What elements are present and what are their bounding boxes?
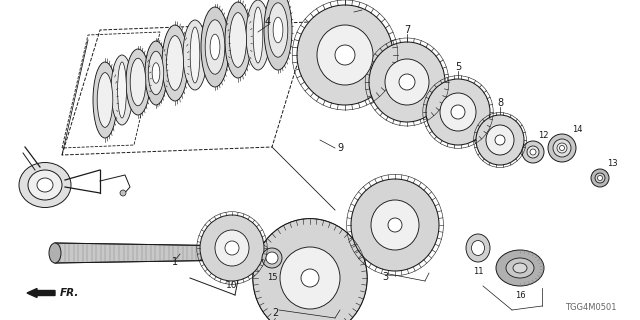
- Ellipse shape: [472, 241, 484, 255]
- Ellipse shape: [317, 25, 373, 85]
- FancyArrow shape: [27, 289, 55, 298]
- Ellipse shape: [37, 178, 53, 192]
- Ellipse shape: [253, 7, 263, 63]
- Ellipse shape: [371, 200, 419, 250]
- Ellipse shape: [335, 45, 355, 65]
- Ellipse shape: [440, 93, 476, 131]
- Ellipse shape: [553, 139, 571, 157]
- Ellipse shape: [162, 25, 188, 101]
- Circle shape: [120, 190, 126, 196]
- Ellipse shape: [522, 141, 544, 163]
- Ellipse shape: [225, 241, 239, 255]
- Text: FR.: FR.: [60, 288, 79, 298]
- Ellipse shape: [238, 246, 246, 260]
- Ellipse shape: [126, 49, 150, 115]
- Ellipse shape: [247, 248, 257, 258]
- Ellipse shape: [557, 143, 567, 153]
- Ellipse shape: [200, 215, 264, 281]
- Text: 11: 11: [473, 268, 483, 276]
- Ellipse shape: [152, 63, 160, 83]
- Text: 16: 16: [515, 292, 525, 300]
- Ellipse shape: [225, 2, 251, 78]
- Ellipse shape: [49, 243, 61, 263]
- Ellipse shape: [559, 146, 564, 150]
- Text: 4: 4: [265, 17, 271, 27]
- Ellipse shape: [301, 269, 319, 287]
- Ellipse shape: [205, 20, 225, 74]
- Ellipse shape: [273, 17, 283, 43]
- Text: 8: 8: [497, 98, 503, 108]
- Ellipse shape: [385, 59, 429, 105]
- Ellipse shape: [268, 3, 288, 57]
- Ellipse shape: [496, 250, 544, 286]
- Ellipse shape: [93, 62, 117, 138]
- Text: 10: 10: [227, 282, 237, 291]
- Ellipse shape: [210, 34, 220, 60]
- Ellipse shape: [476, 115, 524, 165]
- Ellipse shape: [262, 248, 282, 268]
- Ellipse shape: [145, 41, 167, 105]
- Text: 14: 14: [572, 125, 582, 134]
- Ellipse shape: [111, 55, 133, 125]
- Ellipse shape: [297, 5, 393, 105]
- Text: TGG4M0501: TGG4M0501: [566, 303, 617, 313]
- Ellipse shape: [369, 42, 445, 122]
- Ellipse shape: [264, 0, 292, 70]
- Ellipse shape: [591, 169, 609, 187]
- Ellipse shape: [451, 105, 465, 119]
- Ellipse shape: [595, 173, 605, 183]
- Polygon shape: [55, 243, 242, 263]
- Ellipse shape: [130, 58, 146, 106]
- Ellipse shape: [246, 0, 270, 70]
- Text: 12: 12: [538, 132, 548, 140]
- Ellipse shape: [388, 218, 402, 232]
- Text: 15: 15: [267, 274, 277, 283]
- Ellipse shape: [28, 170, 62, 200]
- Ellipse shape: [183, 20, 207, 90]
- Ellipse shape: [97, 73, 113, 127]
- Ellipse shape: [19, 163, 71, 207]
- Ellipse shape: [118, 62, 127, 118]
- Ellipse shape: [351, 179, 439, 271]
- Ellipse shape: [598, 175, 602, 180]
- Ellipse shape: [201, 7, 229, 87]
- Ellipse shape: [399, 74, 415, 90]
- Text: 3: 3: [382, 272, 388, 282]
- Ellipse shape: [530, 149, 536, 155]
- Ellipse shape: [506, 258, 534, 278]
- Ellipse shape: [280, 247, 340, 309]
- Ellipse shape: [190, 27, 200, 83]
- Ellipse shape: [166, 36, 184, 90]
- Ellipse shape: [215, 230, 249, 266]
- Ellipse shape: [548, 134, 576, 162]
- Text: 9: 9: [337, 143, 343, 153]
- Ellipse shape: [486, 125, 514, 155]
- Ellipse shape: [230, 12, 246, 68]
- Text: 2: 2: [272, 308, 278, 318]
- Ellipse shape: [466, 234, 490, 262]
- Ellipse shape: [495, 135, 505, 145]
- Ellipse shape: [513, 263, 527, 273]
- Text: 5: 5: [455, 62, 461, 72]
- Ellipse shape: [253, 219, 367, 320]
- Ellipse shape: [426, 79, 490, 145]
- Ellipse shape: [266, 252, 278, 264]
- Text: 13: 13: [607, 159, 618, 169]
- Text: 1: 1: [172, 257, 178, 267]
- Ellipse shape: [527, 146, 539, 158]
- Text: 7: 7: [404, 25, 410, 35]
- Ellipse shape: [148, 51, 164, 95]
